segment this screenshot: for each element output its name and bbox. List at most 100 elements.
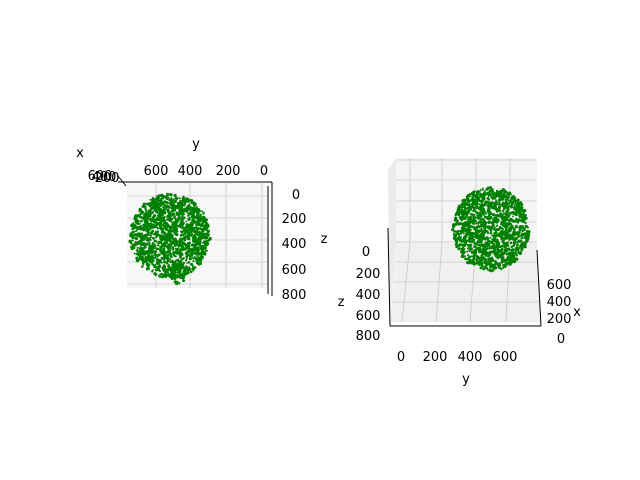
scatter-point [173, 199, 177, 204]
scatter-point [139, 243, 144, 247]
scatter-point [187, 243, 191, 247]
scatter-point [137, 240, 139, 243]
scatter-point [162, 266, 166, 270]
scatter-point [516, 226, 518, 229]
scatter-point [490, 246, 494, 250]
scatter-point [190, 227, 194, 230]
scatter-point [493, 192, 496, 195]
scatter-point [475, 194, 479, 198]
scatter-point [164, 273, 167, 277]
scatter-point [148, 244, 151, 247]
scatter-point [163, 221, 167, 225]
scatter-point [157, 253, 161, 257]
scatter-point [187, 207, 190, 210]
scatter-point [503, 248, 508, 252]
scatter-point [501, 256, 505, 260]
scatter-point [479, 188, 482, 191]
scatter-point [177, 265, 182, 269]
scatter-point [146, 237, 149, 240]
scatter-point [488, 252, 492, 256]
scatter-point [470, 220, 473, 224]
scatter-point [522, 245, 526, 249]
scatter-point [177, 201, 181, 205]
scatter-point [179, 247, 182, 250]
scatter-point [478, 205, 482, 209]
scatter-point [460, 249, 464, 254]
scatter-point [498, 201, 501, 204]
scatter-point [159, 227, 162, 230]
scatter-point [201, 228, 204, 231]
scatter-point [135, 249, 139, 252]
scatter-point [194, 236, 198, 239]
scatter-point [196, 211, 199, 215]
scatter-point [202, 218, 206, 222]
scatter-point [170, 197, 173, 199]
scatter-point [481, 187, 484, 190]
scatter-point [512, 194, 515, 197]
scatter-point [499, 189, 503, 194]
scatter-point [173, 270, 177, 274]
scatter-point [514, 211, 517, 214]
scatter-point [512, 259, 517, 264]
scatter-point [166, 214, 170, 218]
scatter-point [481, 263, 484, 266]
scatter-point [488, 242, 491, 245]
scatter-point [168, 202, 170, 205]
scatter-point [513, 239, 517, 243]
scatter-point [495, 199, 498, 202]
scatter-point [457, 233, 461, 236]
scatter-point [203, 241, 207, 245]
scatter-point [466, 260, 470, 265]
scatter-point [142, 202, 146, 206]
scatter-point [499, 197, 503, 201]
scatter-point [181, 198, 185, 202]
scatter-point [522, 218, 526, 222]
scatter-point [145, 267, 149, 271]
scatter-point [178, 209, 182, 213]
scatter-point [463, 201, 466, 205]
scatter-point [156, 227, 160, 230]
scatter-point [489, 204, 493, 208]
scatter-point [158, 197, 161, 200]
right-z-tick-label: 0 [362, 245, 370, 260]
scatter-point [515, 231, 520, 235]
scatter-point [515, 252, 518, 255]
scatter-point [157, 244, 160, 247]
scatter-point [158, 248, 162, 251]
scatter-point [180, 260, 183, 263]
scatter-point [139, 236, 142, 239]
scatter-point [480, 232, 483, 235]
scatter-point [485, 216, 489, 220]
scatter-point [180, 225, 183, 229]
scatter-point [489, 185, 492, 189]
scatter-point [198, 216, 202, 220]
scatter-point [151, 242, 155, 245]
right-axis-lines [387, 227, 542, 327]
scatter-point [135, 256, 139, 260]
scatter-point [475, 234, 479, 238]
scatter-point [167, 229, 171, 233]
scatter-point [138, 252, 142, 257]
scatter-point [521, 225, 524, 228]
scatter-point [152, 250, 155, 253]
scatter-point [524, 221, 527, 225]
scatter-point [204, 249, 207, 252]
scatter-point [131, 227, 134, 230]
scatter-point [205, 218, 208, 222]
scatter-point [523, 232, 527, 236]
scatter-point [171, 266, 174, 269]
scatter-point [510, 224, 514, 228]
scatter-point [501, 233, 505, 236]
scatter-point [131, 239, 134, 242]
scatter-point [470, 205, 473, 208]
scatter-point [503, 212, 506, 215]
scatter-point [517, 201, 520, 204]
scatter-point [151, 219, 155, 223]
scatter-point [206, 229, 211, 234]
scatter-point [515, 249, 517, 252]
scatter-point [521, 230, 524, 233]
scatter-point [186, 200, 189, 203]
scatter-point [136, 219, 140, 223]
scatter-point [486, 226, 490, 229]
scatter-point [167, 210, 170, 213]
